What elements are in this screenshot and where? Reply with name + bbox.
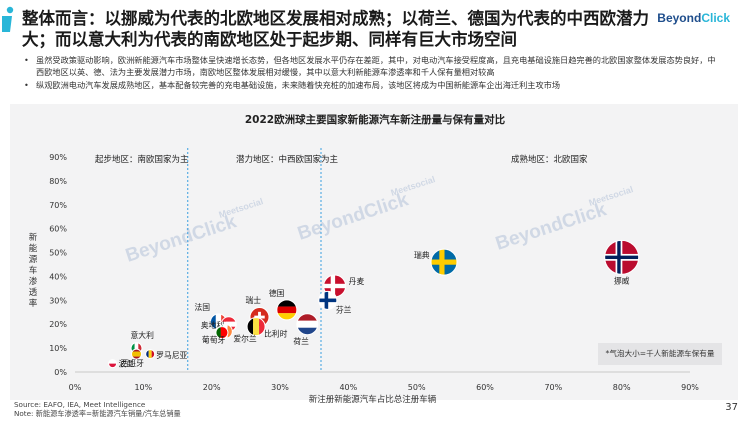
y-tick-label: 90% — [49, 153, 67, 162]
data-label: 葡萄牙 — [202, 335, 226, 345]
region-label: 成熟地区：北欧国家 — [511, 154, 588, 165]
data-point-finland — [318, 290, 338, 310]
source-note: Source: EAFO, IEA, Meet Intelligence Not… — [14, 400, 181, 418]
y-tick-label: 20% — [49, 320, 67, 329]
y-axis-label: 新能源车渗透率 — [29, 232, 38, 309]
watermark-text: Meetsocial — [390, 174, 437, 198]
data-label: 瑞典 — [414, 250, 430, 260]
brand-accent-bar — [0, 6, 14, 32]
data-label: 爱尔兰 — [233, 333, 257, 343]
data-point-romania — [145, 349, 156, 360]
data-point-norway — [604, 239, 640, 275]
x-tick-label: 90% — [681, 383, 699, 392]
watermark-text: Meetsocial — [588, 184, 635, 208]
data-label: 芬兰 — [336, 304, 352, 314]
data-label: 瑞士 — [246, 295, 262, 305]
data-point-sweden — [430, 248, 458, 276]
region-label: 起步地区：南欧国家为主 — [95, 154, 189, 165]
x-tick-label: 60% — [476, 383, 494, 392]
bubble-size-note: *气泡大小=千人新能源车保有量 — [598, 343, 722, 365]
x-tick-label: 20% — [203, 383, 221, 392]
note-line: Note: 新能源车渗透率=新能源汽车销量/汽车总销量 — [14, 409, 181, 418]
data-label: 奥地利 — [201, 320, 225, 330]
y-tick-label: 40% — [49, 272, 67, 281]
page-title: 整体而言：以挪威为代表的北欧地区发展相对成熟；以荷兰、德国为代表的中西欧潜力大；… — [22, 9, 649, 49]
data-label: 德国 — [269, 288, 285, 298]
data-label: 波兰 — [119, 359, 135, 369]
y-tick-label: 0% — [54, 368, 67, 377]
data-point-germany — [276, 299, 298, 321]
data-point-belgium — [246, 317, 266, 337]
data-label: 意大利 — [131, 330, 155, 340]
y-tick-label: 10% — [49, 344, 67, 353]
x-axis-label: 新注册新能源汽车占比总注册车辆 — [309, 394, 437, 405]
bullet-item: 纵观欧洲电动汽车发展成熟地区，基本配备较完善的充电基础设施，未来随着快充桩的加速… — [22, 79, 722, 92]
brand-logo: BeyondClick — [657, 11, 730, 25]
y-tick-label: 80% — [49, 177, 67, 186]
data-label: 挪威 — [614, 275, 630, 285]
source-line: Source: EAFO, IEA, Meet Intelligence — [14, 400, 146, 409]
page-number: 37 — [725, 402, 738, 413]
y-tick-label: 30% — [49, 296, 67, 305]
x-tick-label: 30% — [271, 383, 289, 392]
x-tick-label: 0% — [69, 383, 82, 392]
data-label: 法国 — [195, 302, 211, 312]
summary-bullets: 虽然受政策驱动影响，欧洲新能源汽车市场整体呈快速增长态势，但各地区发展水平仍存在… — [22, 54, 722, 92]
x-tick-label: 40% — [339, 383, 357, 392]
x-tick-label: 50% — [408, 383, 426, 392]
data-point-netherlands — [296, 313, 319, 336]
x-tick-label: 80% — [613, 383, 631, 392]
chart-title: 2022欧洲球主要国家新能源汽车新注册量与保有量对比 — [244, 114, 506, 126]
y-tick-label: 70% — [49, 201, 67, 210]
data-label: 西班牙 — [121, 358, 145, 368]
data-label: 荷兰 — [293, 336, 309, 346]
y-tick-label: 50% — [49, 249, 67, 258]
data-point-poland — [108, 359, 118, 369]
data-label: 罗马尼亚 — [156, 351, 187, 360]
bullet-item: 虽然受政策驱动影响，欧洲新能源汽车市场整体呈快速增长态势，但各地区发展水平仍存在… — [22, 54, 722, 79]
x-tick-label: 70% — [544, 383, 562, 392]
region-label: 潜力地区：中西欧国家为主 — [236, 154, 339, 165]
y-tick-label: 60% — [49, 225, 67, 234]
data-label: 比利时 — [264, 329, 288, 339]
x-tick-label: 10% — [134, 383, 152, 392]
watermark-text: Meetsocial — [218, 196, 265, 220]
data-point-spain — [131, 348, 142, 360]
data-point-portugal — [215, 326, 229, 340]
data-label: 丹麦 — [349, 276, 365, 286]
